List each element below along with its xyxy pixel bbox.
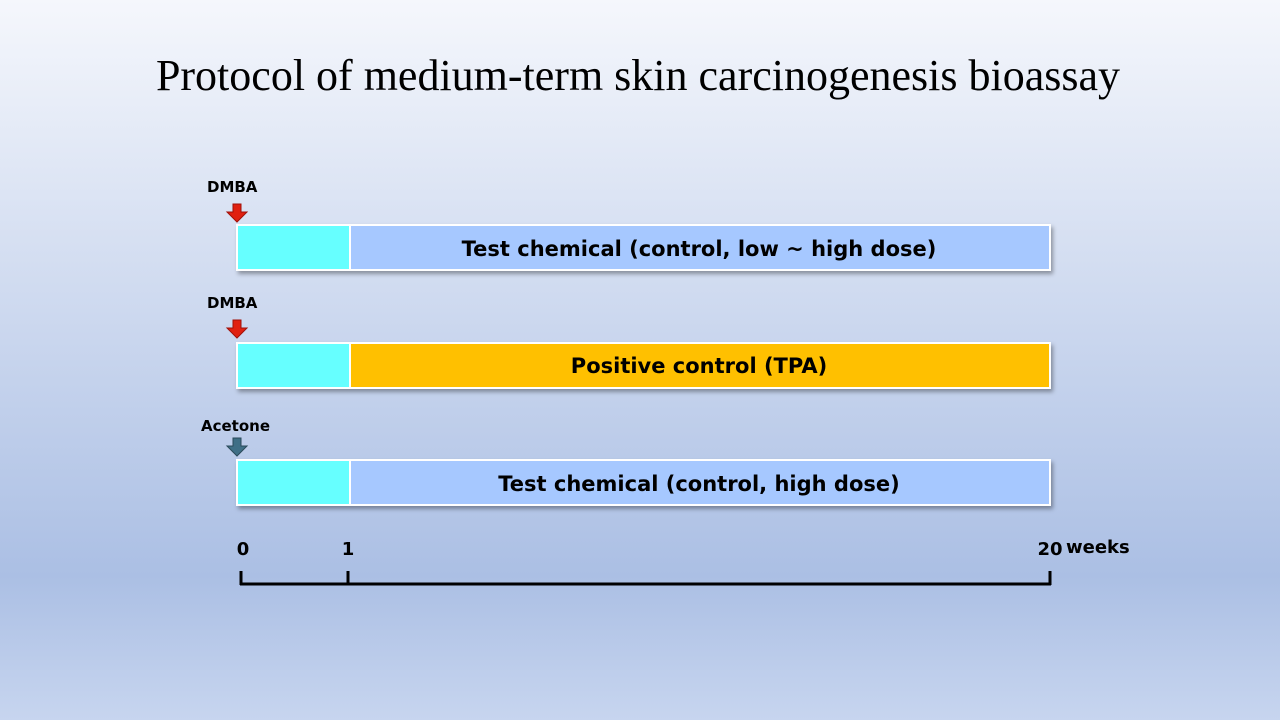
title: Protocol of medium-term skin carcinogene…: [156, 51, 1120, 100]
treatment-segment: [349, 224, 1051, 271]
arrow: [225, 319, 249, 339]
treatment-segment: [349, 342, 1051, 389]
bar-label: Positive control (TPA): [571, 354, 827, 378]
initiation-segment: [236, 342, 351, 389]
marker-label: DMBA: [207, 294, 258, 312]
marker-label: Acetone: [201, 417, 270, 435]
tick-label: 1: [342, 539, 355, 560]
bar: [236, 224, 1051, 271]
unit-label: weeks: [1066, 537, 1130, 558]
timeline-axis: [239, 571, 1052, 586]
initiation-segment: [236, 459, 351, 506]
arrow: [225, 203, 249, 223]
bar: [236, 459, 1051, 506]
bar: [236, 342, 1051, 389]
bar-label: Test chemical (control, low ~ high dose): [462, 237, 937, 261]
treatment-segment: [349, 459, 1051, 506]
bar-label: Test chemical (control, high dose): [498, 472, 899, 496]
marker-label: DMBA: [207, 178, 258, 196]
tick-label: 0: [237, 539, 250, 560]
initiation-segment: [236, 224, 351, 271]
tick-label: 20: [1037, 539, 1062, 560]
arrow: [225, 437, 249, 457]
